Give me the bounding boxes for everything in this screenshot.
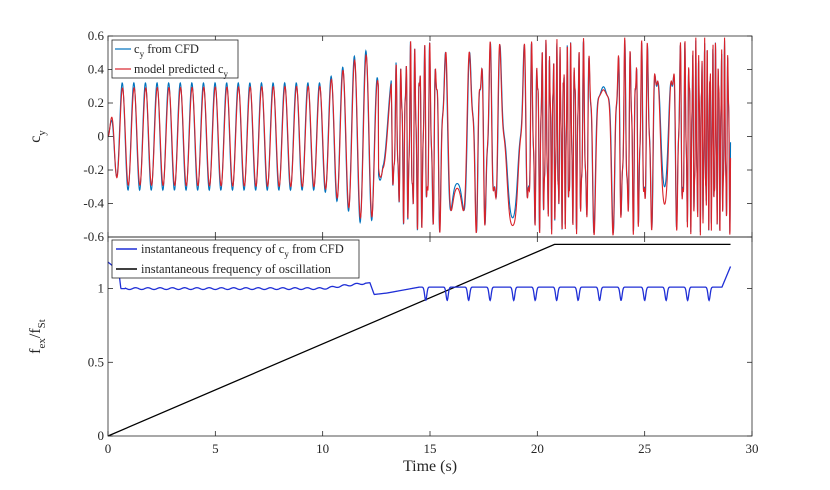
bottom-x-ticks: 0 5 10 15 20 25 30 (105, 237, 759, 456)
top-series-model (107, 37, 732, 236)
bottom-legend-box (111, 239, 360, 279)
top-ylabel-sub: y (36, 130, 48, 136)
bottom-ylabel-sub2: St (36, 319, 48, 328)
legend-sub: y (284, 249, 289, 259)
bottom-panel: 00.51 0 5 10 15 20 25 30 fex/fSt Time (s) inst… (27, 236, 759, 475)
legend-pre: instantaneous frequency of oscillation (141, 262, 332, 276)
bottom-x-tick-label: 10 (316, 441, 329, 456)
top-y-tick-label: 0.4 (88, 62, 105, 77)
bottom-legend-label-cfd: instantaneous frequency of cy from CFD (141, 242, 344, 259)
bottom-y-tick-label: 0 (98, 428, 105, 443)
top-x-ticks (107, 36, 753, 237)
bottom-ylabel-f: f (27, 348, 44, 354)
legend-sub: y (140, 49, 145, 59)
x-axis-label: Time (s) (403, 458, 457, 475)
legend-sub: y (224, 69, 229, 79)
top-legend-box (111, 39, 239, 79)
top-y-tick-label: 0.6 (88, 28, 105, 43)
bottom-series-cfd (107, 261, 732, 302)
bottom-y-axis-label: fex/fSt (27, 319, 48, 354)
bottom-y-ticks: 00.51 (88, 281, 752, 443)
top-y-tick-label: 0 (98, 129, 105, 144)
legend-pre: instantaneous frequency of c (141, 242, 285, 256)
top-y-ticks: -0.6 -0.4 -0.2 0 0.2 0.4 0.6 (83, 28, 752, 244)
bottom-legend-label-oscillation: instantaneous frequency of oscillation (141, 262, 332, 276)
bottom-x-tick-label: 25 (638, 441, 651, 456)
top-y-tick-label: -0.2 (83, 162, 104, 177)
legend-pre: model predicted c (134, 62, 224, 76)
top-y-tick-label: 0.2 (88, 95, 104, 110)
bottom-x-tick-label: 5 (212, 441, 219, 456)
top-legend: cy from CFD model predicted cy (111, 39, 239, 79)
bottom-series-oscillation (107, 243, 731, 437)
top-y-axis-label: cy (27, 130, 48, 143)
bottom-y-tick-label: 1 (98, 281, 105, 296)
bottom-y-tick-label: 0.5 (88, 354, 104, 369)
bottom-x-tick-label: 30 (746, 441, 759, 456)
top-legend-label-cfd: cy from CFD (134, 42, 199, 59)
legend-pre: c (134, 42, 140, 56)
bottom-oscillation-line (107, 243, 731, 437)
top-panel: -0.6-0.4-0.200.20.40.6 cy cy from CFD mo… (27, 28, 753, 244)
top-model-line (107, 37, 732, 236)
legend-post: from CFD (289, 242, 344, 256)
bottom-x-tick-label: 15 (424, 441, 437, 456)
top-legend-label-model: model predicted cy (134, 62, 229, 79)
bottom-legend: instantaneous frequency of cy from CFD i… (111, 239, 360, 279)
bottom-cfd-frequency-line (107, 261, 732, 302)
bottom-ylabel-mid: /f (27, 328, 44, 338)
top-y-tick-label: -0.6 (83, 229, 104, 244)
top-ylabel-main: c (27, 136, 44, 143)
bottom-x-tick-label: 0 (105, 441, 112, 456)
bottom-x-tick-label: 20 (531, 441, 544, 456)
legend-post: from CFD (144, 42, 199, 56)
top-y-tick-label: -0.4 (83, 196, 104, 211)
bottom-ylabel-sub1: ex (36, 338, 48, 349)
